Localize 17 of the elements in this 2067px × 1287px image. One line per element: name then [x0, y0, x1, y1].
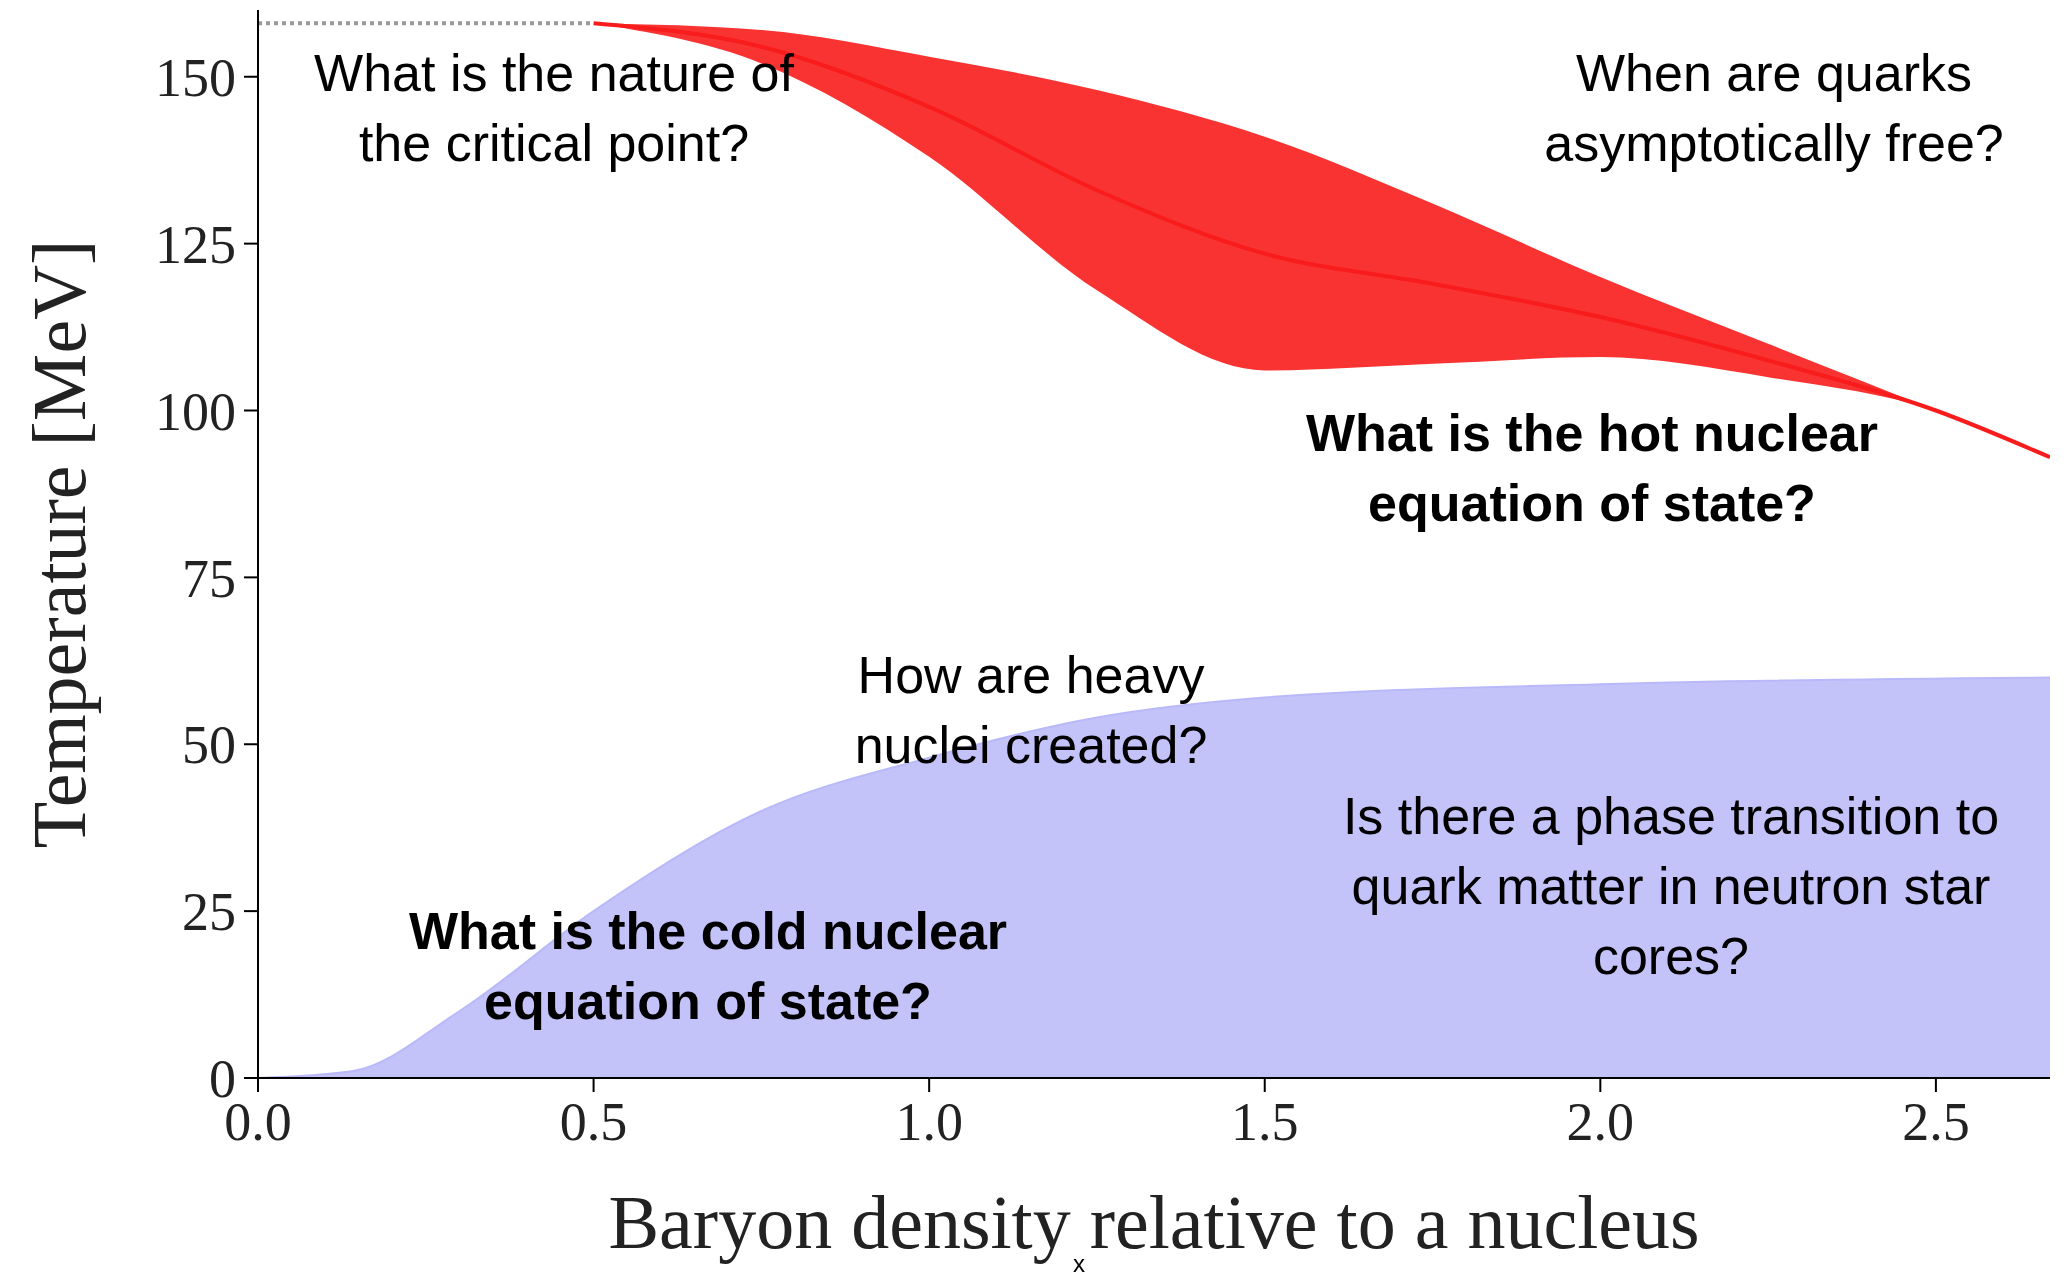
x-tick-label: 2.5 [1902, 1092, 1970, 1153]
y-tick-label: 75 [182, 548, 236, 609]
x-tick-label: 2.0 [1566, 1092, 1635, 1153]
annotation: What is the cold nuclear equation of state? [407, 901, 1009, 1033]
annotation: When are quarks asymptotically free? [1543, 43, 2005, 175]
annotation: What is the hot nuclear equation of state? [1304, 403, 1880, 535]
y-tick-label: 25 [182, 882, 236, 943]
x-tick-label: 0.5 [559, 1092, 628, 1153]
y-axis-title: Temperature [MeV] [16, 239, 101, 849]
y-tick-label: 100 [155, 381, 236, 442]
y-tick-label: 150 [155, 47, 236, 108]
annotation: Is there a phase transition to quark matter in neutron star cores? [1341, 786, 2001, 988]
y-tick-label: 50 [182, 715, 236, 776]
x-tick-label: 1.5 [1230, 1092, 1299, 1153]
x-tick-label: 1.0 [895, 1092, 963, 1153]
annotation: How are heavy nuclei created? [853, 645, 1209, 777]
y-tick-label: 125 [155, 214, 236, 275]
